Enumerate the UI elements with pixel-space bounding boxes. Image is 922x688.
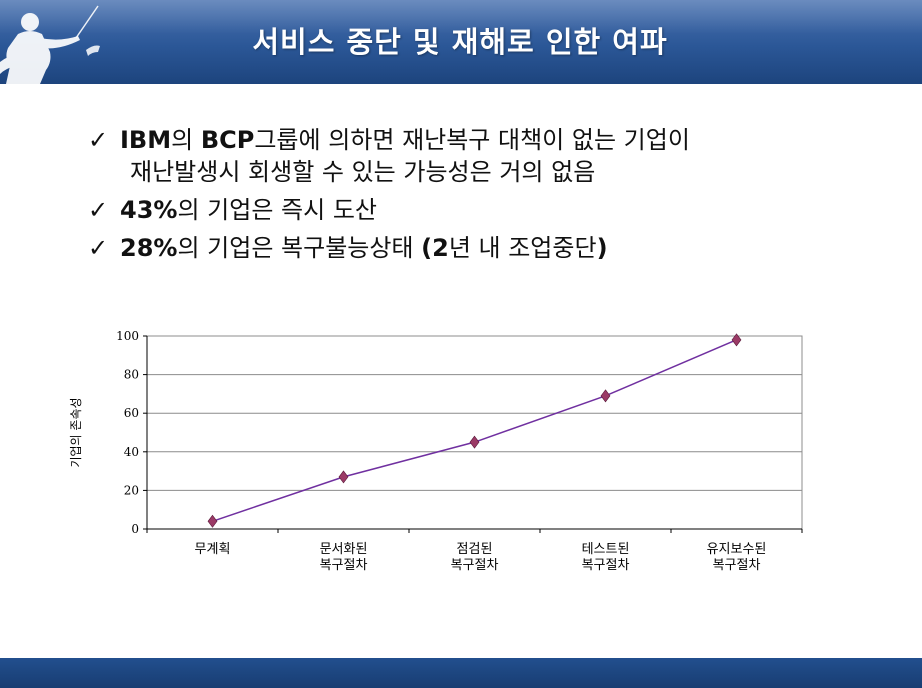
bullet-text: 28%의 기업은 복구불능상태 (2년 내 조업중단) (88, 232, 888, 264)
bullet-text-part: 년 내 조업중단 (448, 234, 597, 262)
x-tick-label: 테스트된 (582, 542, 630, 557)
bullet-text-part: 그룹에 의하면 재난복구 대책이 없는 기업이 (254, 126, 690, 154)
bullet-text: IBM의 BCP그룹에 의하면 재난복구 대책이 없는 기업이 (88, 124, 888, 156)
data-point (731, 333, 742, 347)
x-tick-label: 복구절차 (582, 558, 630, 573)
y-axis: 0 20 40 60 80 100 기업의 존속성 (69, 329, 148, 536)
bullet-text-part: (2 (421, 234, 449, 262)
bullet-text-part: 의 기업은 즉시 도산 (177, 196, 377, 224)
bullet-text-part: BCP (200, 126, 255, 154)
bullet-text-part: 43% (120, 196, 178, 224)
data-point (600, 389, 611, 403)
bullet-item: ✓ IBM의 BCP그룹에 의하면 재난복구 대책이 없는 기업이 재난발생시 회생… (88, 124, 888, 188)
bullet-text-part: 의 (171, 126, 201, 154)
data-point (338, 470, 349, 484)
chart-series (207, 333, 742, 528)
page-title: 서비스 중단 및 재해로 인한 여파 (252, 25, 668, 59)
bullet-text-part: 의 기업은 복구불능상태 (177, 234, 422, 262)
y-axis-title: 기업의 존속성 (69, 397, 83, 467)
conductor-logo-icon (0, 5, 100, 84)
y-tick-label: 60 (124, 406, 139, 420)
footer-bar (0, 658, 922, 688)
y-tick-label: 40 (124, 445, 139, 459)
checkmark-icon: ✓ (88, 196, 109, 224)
y-tick-label: 80 (124, 368, 139, 382)
header-sheen (0, 0, 922, 34)
x-tick-label: 점검된 (457, 542, 493, 557)
x-tick-label: 복구절차 (451, 558, 499, 573)
bullet-text-part: IBM (120, 126, 172, 154)
y-tick-label: 100 (116, 329, 139, 343)
header-bar: 서비스 중단 및 재해로 인한 여파 (0, 0, 922, 84)
y-tick-label: 0 (131, 522, 139, 536)
plot-area (146, 335, 803, 530)
checkmark-icon: ✓ (88, 234, 109, 262)
y-tick-label: 20 (124, 483, 139, 497)
data-point (207, 514, 218, 528)
x-tick-label: 복구절차 (320, 558, 368, 573)
bullet-text-continuation: 재난발생시 회생할 수 있는 가능성은 거의 없음 (130, 158, 596, 186)
x-tick-label: 무계획 (195, 542, 231, 557)
bullet-item: ✓ 43%의 기업은 즉시 도산 (88, 194, 888, 226)
chart-grid (146, 335, 803, 530)
x-tick-label: 복구절차 (713, 558, 761, 573)
data-point (469, 435, 480, 449)
bullet-text: 43%의 기업은 즉시 도산 (88, 194, 888, 226)
bullet-item: ✓ 28%의 기업은 복구불능상태 (2년 내 조업중단) (88, 232, 888, 264)
x-tick-label: 유지보수된 (707, 542, 767, 557)
bullet-text-part: ) (596, 234, 608, 262)
bullet-text-part: 28% (120, 234, 178, 262)
checkmark-icon: ✓ (88, 126, 109, 154)
bullet-list: ✓ IBM의 BCP그룹에 의하면 재난복구 대책이 없는 기업이 재난발생시 회생… (88, 124, 888, 270)
x-tick-label: 문서화된 (320, 542, 368, 557)
